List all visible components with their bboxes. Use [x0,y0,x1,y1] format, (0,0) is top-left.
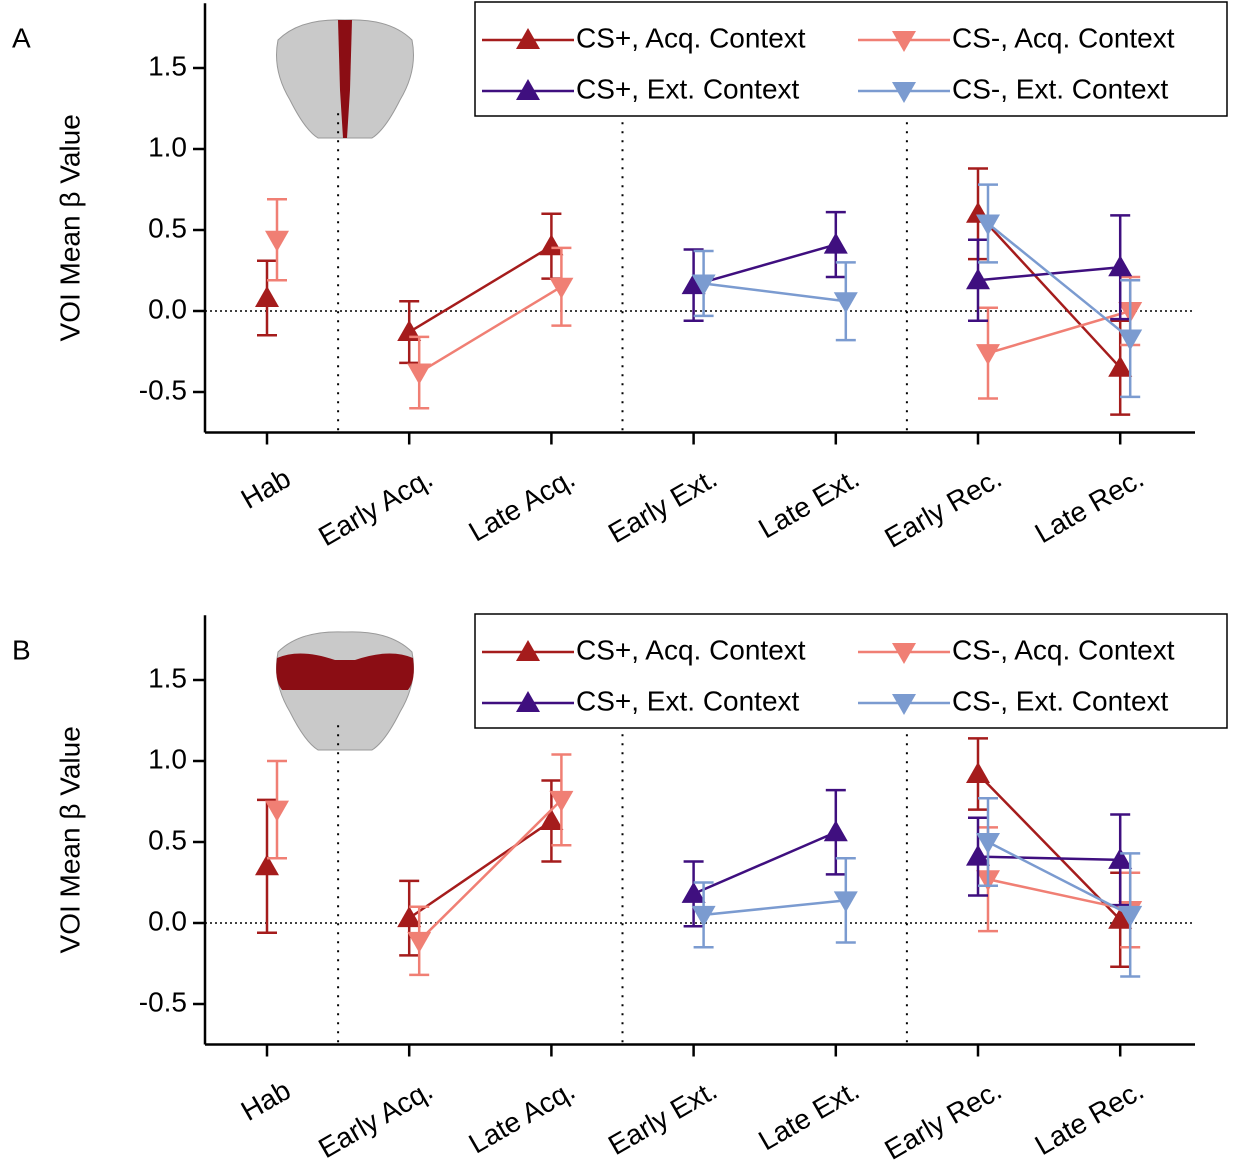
marker [823,820,848,842]
series-line [987,309,1131,355]
legend-label: CS-, Ext. Context [952,685,1169,716]
y-tick-label: 0.0 [148,293,187,324]
series-line [987,840,1131,917]
y-tick-label: 0.0 [148,905,187,936]
series-line [703,282,846,303]
legend-marker [516,691,540,712]
marker [833,891,858,913]
x-tick-label: Early Acq. [313,462,438,552]
x-tick-label: Early Acq. [313,1074,438,1164]
marker [691,905,716,927]
marker [1108,847,1133,869]
series-line [408,819,553,920]
y-axis-title: VOI Mean β Value [54,726,85,953]
legend-label: CS-, Ext. Context [952,73,1169,104]
x-tick-label: Late Acq. [463,1074,580,1159]
marker [976,344,1000,366]
marker [681,273,706,295]
marker [823,232,848,254]
marker [549,277,574,299]
x-tick-label: Late Rec. [1030,1074,1149,1161]
legend-marker [516,28,540,49]
marker [265,800,289,822]
marker [1108,355,1133,377]
x-tick-label: Late Ext. [753,462,864,544]
marker [976,214,1000,236]
marker [255,854,279,876]
y-tick-label: 1.5 [148,50,187,81]
panel-label: A [12,22,31,53]
legend-marker [516,640,540,661]
marker [539,234,564,256]
marker [966,268,990,290]
panel: A VOI Mean β Value -0.5 0.0 0.5 1.0 1.5 Hab Earl… [12,1,1228,554]
series-line [987,878,1131,912]
y-tick-label: -0.5 [139,374,187,405]
marker [255,286,279,308]
y-tick-label: 1.5 [148,662,187,693]
series-line [418,798,563,942]
legend-marker [892,82,916,103]
series-line [408,245,553,334]
legend-label: CS+, Ext. Context [576,73,800,104]
series-line [693,243,837,287]
series-line [977,212,1122,369]
y-tick-label: 1.0 [148,131,187,162]
legend-box [474,613,1228,729]
marker [976,833,1000,854]
marker [681,881,706,903]
x-tick-label: Late Ext. [753,1074,864,1156]
marker [833,292,858,314]
series-line [703,899,846,917]
legend-label: CS+, Acq. Context [576,634,806,665]
series-line [977,773,1122,921]
marker [966,844,990,866]
y-tick-label: 1.0 [148,743,187,774]
x-tick-label: Hab [236,1074,296,1127]
marker [265,230,289,252]
y-tick-label: 0.5 [148,212,187,243]
x-tick-label: Early Ext. [603,462,722,549]
brain-icon-b [276,631,414,751]
marker [1118,905,1143,927]
legend-marker [892,694,916,715]
marker [397,906,422,928]
x-tick-label: Late Rec. [1030,462,1149,549]
y-tick-label: 0.5 [148,824,187,855]
panel-label: B [12,634,31,665]
series-line [693,831,837,895]
marker [1108,255,1133,277]
series-line [977,855,1121,862]
x-tick-label: Early Rec. [879,1074,1006,1165]
series-line [418,285,563,374]
marker [549,790,574,812]
y-tick-label: -0.5 [139,986,187,1017]
marker [691,274,716,296]
x-tick-label: Early Ext. [603,1074,722,1161]
marker [966,761,990,783]
marker [1118,329,1143,351]
marker [407,363,432,385]
marker [539,808,564,830]
legend-label: CS-, Acq. Context [952,634,1175,665]
brain-icon-a [276,19,414,139]
legend-box [474,1,1228,117]
x-tick-label: Early Rec. [879,462,1006,553]
panel: B VOI Mean β Value -0.5 0.0 0.5 1.0 1.5 Hab Earl… [12,613,1228,1166]
y-axis-title: VOI Mean β Value [54,114,85,341]
legend-label: CS+, Ext. Context [576,685,800,716]
legend-label: CS-, Acq. Context [952,22,1175,53]
legend-marker [892,31,916,52]
legend-marker [516,79,540,100]
series-line [987,222,1131,340]
legend-marker [892,643,916,664]
marker [1108,907,1133,929]
x-tick-label: Hab [236,462,296,515]
marker [407,931,432,953]
x-tick-label: Late Acq. [463,462,580,547]
legend-label: CS+, Acq. Context [576,22,806,53]
